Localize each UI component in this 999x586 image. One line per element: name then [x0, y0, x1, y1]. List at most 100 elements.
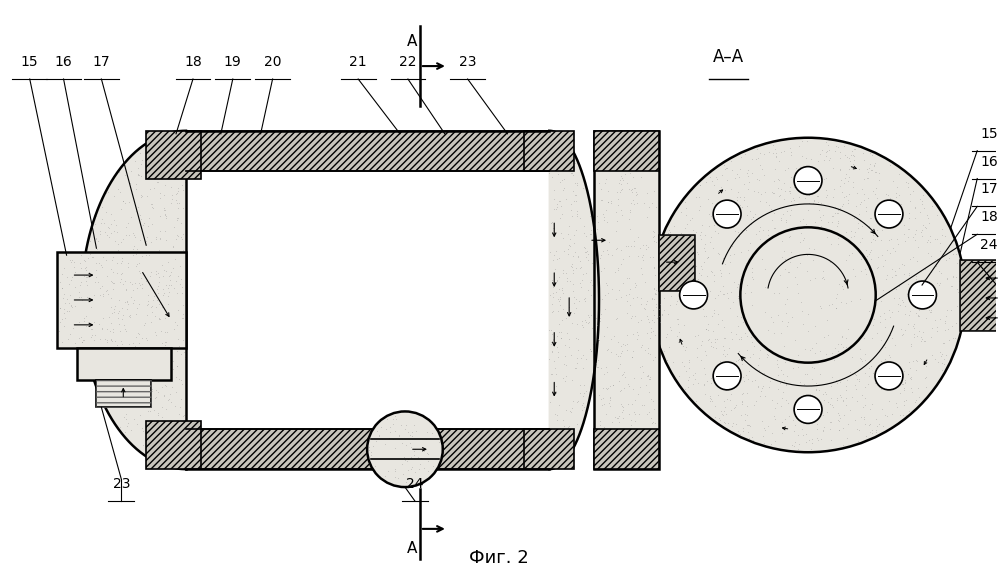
Point: [888, 398, 904, 408]
Point: [76, 271, 92, 280]
Text: 17: 17: [93, 55, 110, 69]
Point: [587, 308, 603, 317]
Point: [698, 350, 714, 360]
Point: [767, 437, 783, 446]
Point: [937, 325, 953, 335]
Point: [628, 189, 644, 199]
Point: [172, 403, 188, 412]
Point: [587, 274, 603, 283]
Point: [712, 415, 728, 425]
Point: [402, 430, 418, 440]
Point: [553, 316, 569, 325]
Point: [144, 199, 160, 208]
Point: [167, 318, 183, 327]
Point: [731, 231, 747, 241]
Point: [938, 311, 954, 320]
Point: [891, 169, 907, 179]
Point: [577, 247, 593, 256]
Point: [842, 156, 858, 166]
Point: [769, 384, 785, 394]
Point: [610, 265, 626, 274]
Point: [825, 211, 841, 220]
Point: [150, 281, 166, 291]
Point: [163, 281, 179, 290]
Point: [635, 255, 651, 265]
Point: [130, 170, 146, 179]
Point: [703, 199, 719, 208]
Point: [819, 217, 835, 226]
Point: [700, 319, 716, 329]
Point: [669, 319, 685, 329]
Point: [773, 184, 789, 193]
Circle shape: [740, 227, 876, 363]
Point: [890, 306, 906, 316]
Point: [704, 176, 720, 186]
Point: [869, 329, 885, 338]
Point: [136, 321, 152, 330]
Point: [90, 237, 106, 246]
Point: [943, 305, 959, 315]
Point: [855, 149, 871, 158]
Point: [884, 363, 900, 372]
Point: [82, 268, 98, 277]
Point: [668, 331, 684, 340]
Point: [589, 224, 605, 234]
Point: [147, 328, 163, 337]
Point: [900, 369, 916, 379]
Point: [78, 270, 94, 280]
Point: [543, 325, 559, 335]
Point: [122, 305, 138, 315]
Point: [953, 306, 969, 316]
Point: [95, 281, 111, 291]
Bar: [960, 260, 999, 330]
Point: [558, 195, 574, 204]
Point: [728, 196, 744, 205]
Point: [808, 433, 824, 442]
Point: [568, 263, 584, 272]
Point: [928, 262, 944, 271]
Point: [87, 219, 103, 229]
Point: [851, 165, 867, 174]
Point: [560, 240, 576, 249]
Point: [901, 311, 917, 320]
Point: [644, 252, 660, 261]
Point: [830, 216, 846, 226]
Point: [835, 199, 851, 209]
Point: [394, 459, 410, 468]
Point: [819, 146, 835, 155]
Point: [915, 298, 931, 308]
Point: [742, 333, 758, 342]
Point: [849, 396, 865, 406]
Point: [103, 229, 119, 238]
Point: [366, 441, 382, 451]
Point: [105, 324, 121, 333]
Point: [121, 312, 137, 321]
Point: [639, 296, 655, 305]
Point: [707, 338, 723, 347]
Point: [168, 195, 184, 205]
Point: [581, 392, 597, 401]
Point: [802, 275, 818, 284]
Point: [87, 336, 103, 345]
Point: [714, 315, 730, 324]
Point: [141, 299, 157, 308]
Point: [575, 413, 591, 422]
Point: [647, 288, 663, 298]
Point: [739, 421, 755, 430]
Point: [684, 370, 700, 380]
Point: [118, 326, 134, 335]
Point: [727, 357, 743, 366]
Point: [795, 397, 811, 407]
Point: [790, 397, 806, 406]
Point: [856, 195, 872, 205]
Point: [682, 272, 698, 281]
Point: [900, 182, 916, 192]
Point: [153, 327, 169, 336]
Point: [661, 243, 677, 252]
Point: [568, 420, 584, 429]
Point: [896, 385, 912, 394]
Point: [839, 152, 855, 162]
Point: [153, 226, 169, 236]
Point: [101, 312, 117, 321]
Point: [715, 322, 731, 332]
